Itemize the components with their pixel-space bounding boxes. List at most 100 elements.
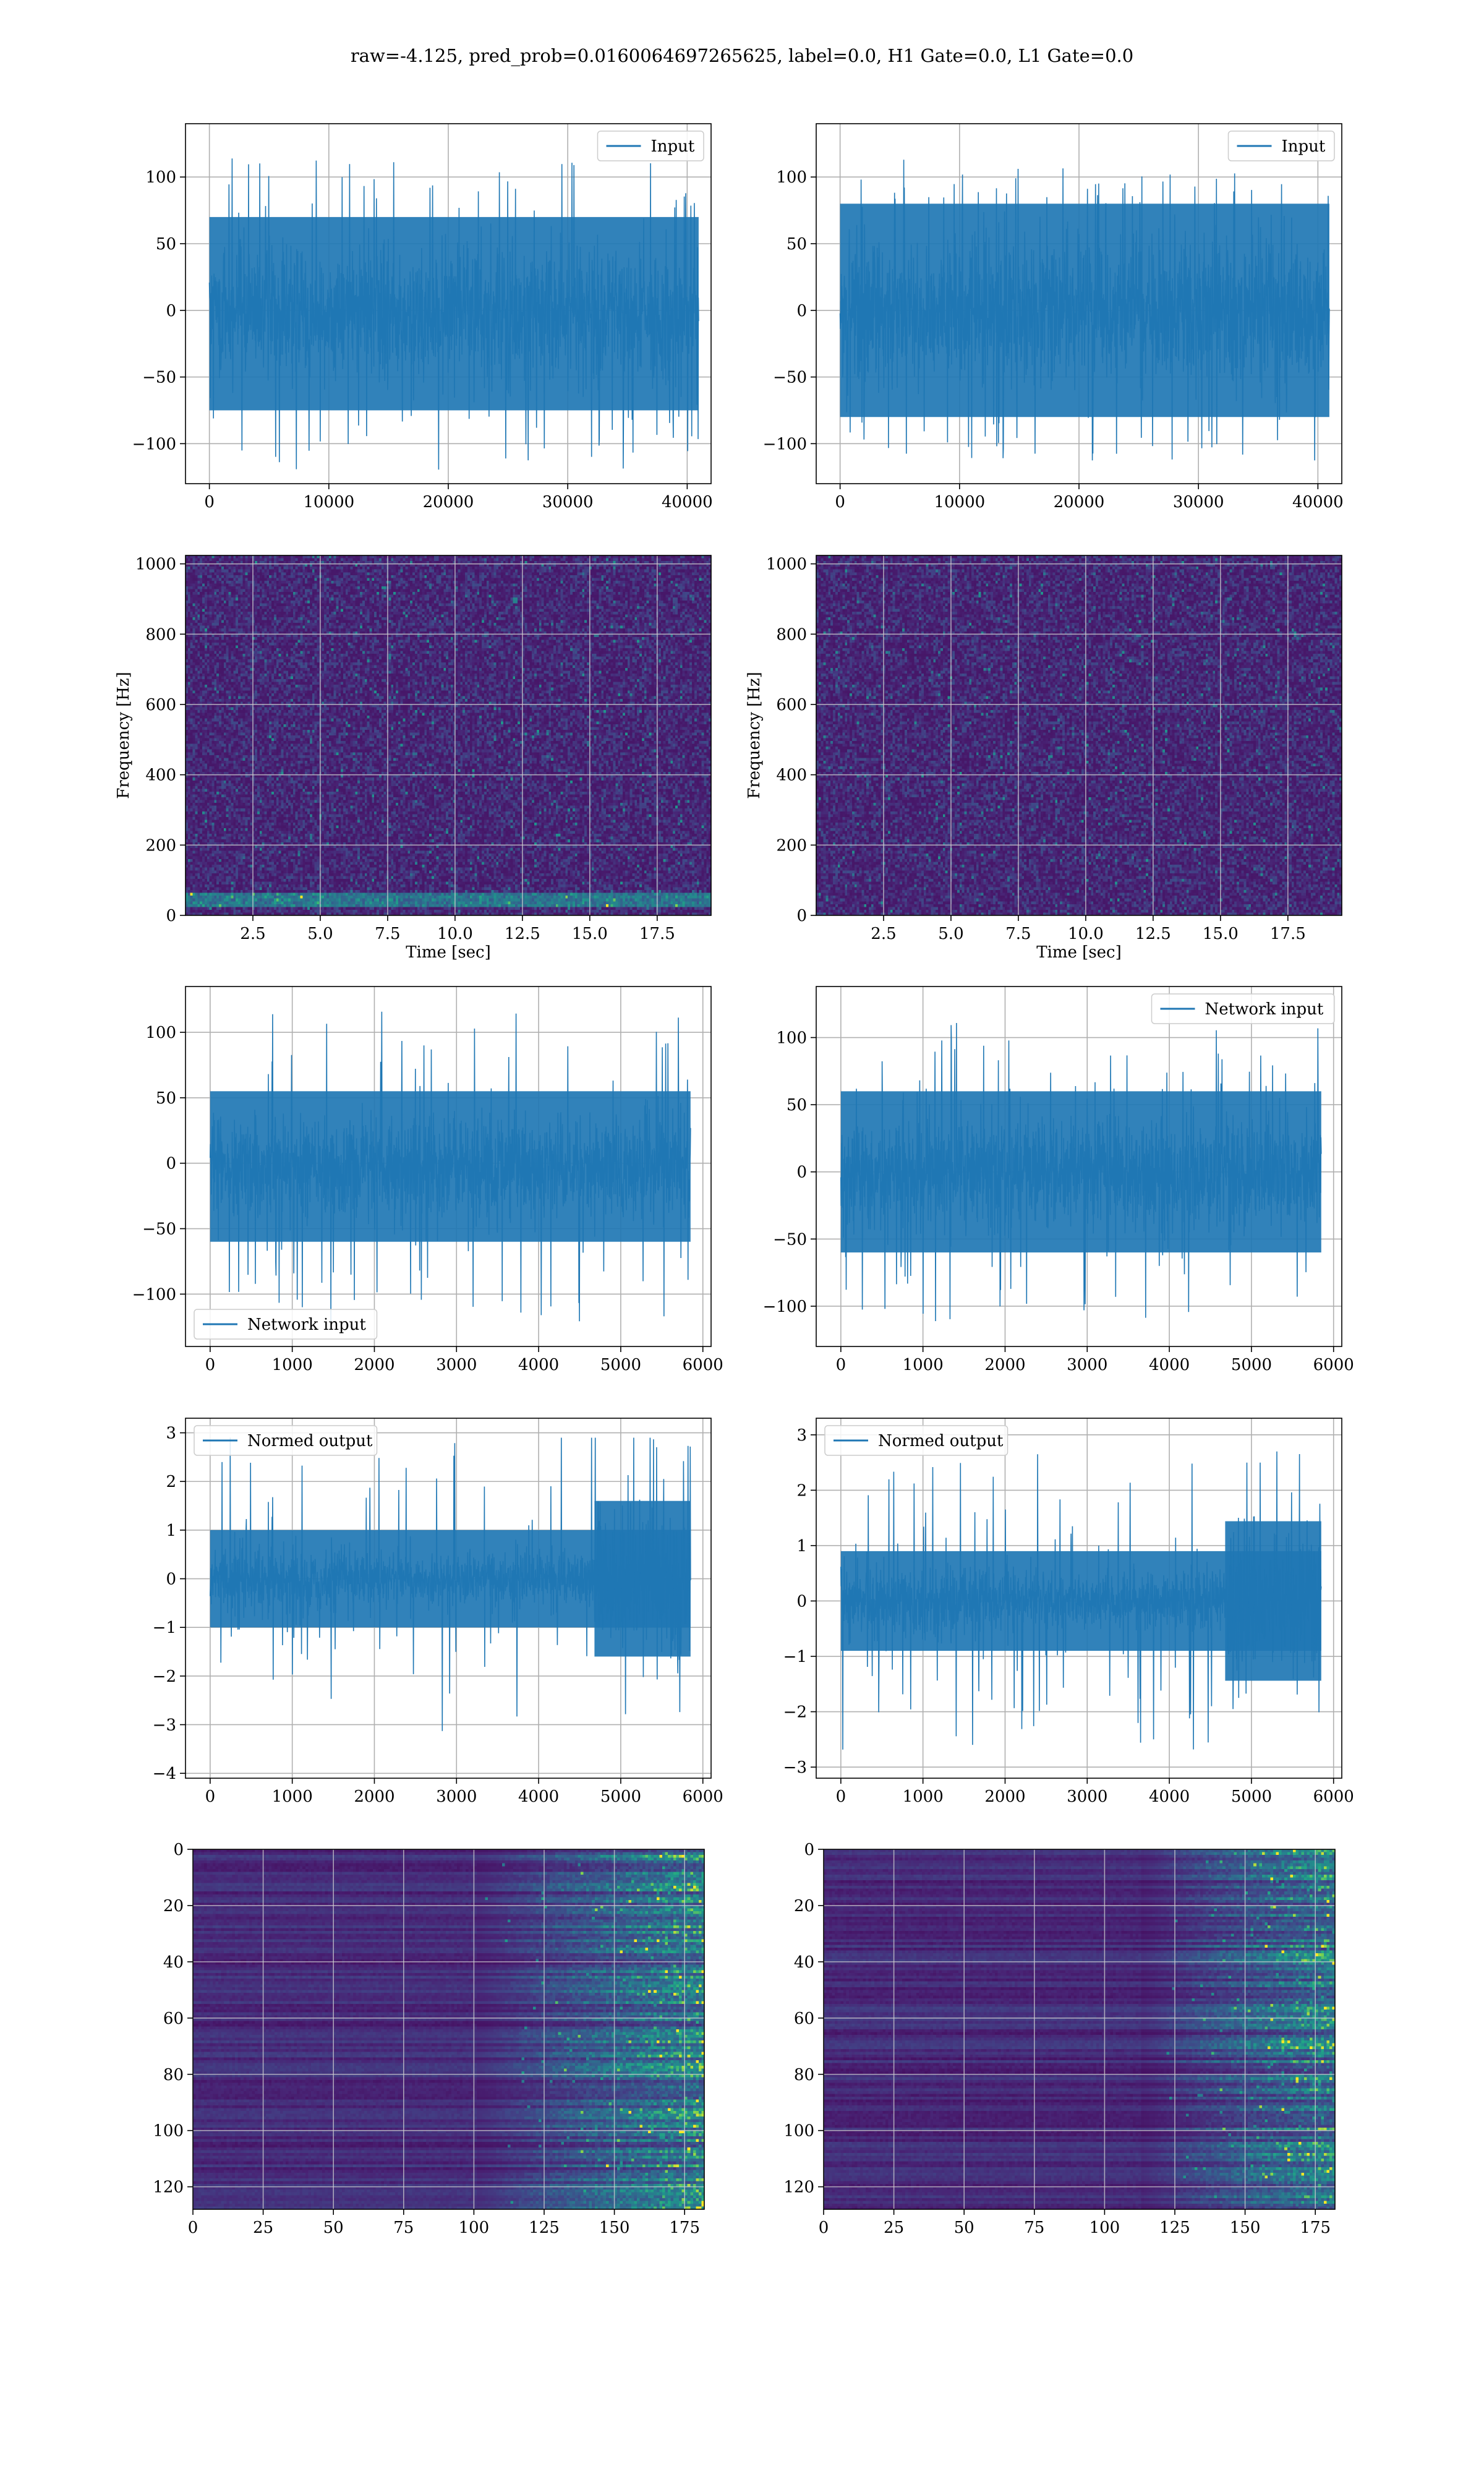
ts-normed-right-xtick-label: 5000	[1231, 1787, 1272, 1806]
ts-normed-left-ytick-label: 1	[166, 1522, 176, 1540]
ts-input-left-xtick-label: 0	[204, 493, 215, 511]
ts-input-right-xtick-label: 20000	[1054, 493, 1105, 511]
spectrogram-right-raster	[816, 555, 1342, 915]
features-left-xtick-label: 25	[253, 2219, 273, 2237]
features-right: 0 25 50 75 100 125 150 175 0 20 40 60 80 100 120	[783, 1841, 1336, 2237]
features-right-xtick-label: 150	[1230, 2219, 1261, 2237]
figure-suptitle: raw=-4.125, pred_prob=0.0160064697265625…	[351, 45, 1133, 67]
features-right-frame	[823, 1849, 1336, 2210]
ts-network-left-xtick-label: 6000	[683, 1356, 723, 1374]
features-right-ytick-label: 20	[794, 1897, 814, 1915]
spectrogram-right-xtick-label: 7.5	[1005, 925, 1031, 943]
ts-network-left: 0 1000 2000 3000 4000 5000 6000 −100 −50 0 50 100 Ne…	[132, 986, 723, 1374]
spectrogram-left-ytick-label: 200	[145, 836, 176, 855]
spectrogram-right: 2.5 5.0 7.5 10.0 12.5 15.0 17.5 0 200 400 600 800 10…	[745, 555, 1342, 962]
ts-normed-left-legend: Normed output	[194, 1425, 378, 1456]
spectrogram-right-xtick-label: 17.5	[1270, 925, 1306, 943]
spectrogram-left-xtick-label: 7.5	[375, 925, 400, 943]
spectrogram-right-ytick-label: 800	[776, 625, 807, 644]
spectrogram-right-xtick-label: 15.0	[1203, 925, 1239, 943]
features-right-xtick-label: 175	[1300, 2219, 1331, 2237]
ts-input-right-ytick-label: −50	[773, 369, 807, 387]
ts-normed-right-ytick-label: 3	[796, 1426, 807, 1445]
spectrogram-left-xtick-label: 10.0	[437, 925, 473, 943]
ts-input-right-ytick-label: 0	[796, 302, 807, 320]
ts-network-left-xtick-label: 0	[205, 1356, 216, 1374]
ts-normed-right-legend-box	[824, 1425, 1009, 1456]
spectrogram-right-ytick-label: 1000	[766, 555, 807, 574]
features-right-raster	[824, 1849, 1335, 2209]
spectrogram-left-ytick-label: 400	[145, 766, 176, 785]
ts-network-left-xtick-label: 4000	[518, 1356, 559, 1374]
features-left-xtick-label: 0	[188, 2219, 198, 2237]
features-right-ytick-label: 60	[794, 2010, 814, 2028]
spectrogram-left-raster	[186, 555, 711, 915]
ts-normed-right-legend: Normed output	[824, 1425, 1009, 1456]
ts-input-left-ytick-label: 100	[145, 168, 176, 187]
ts-network-right-xtick-label: 2000	[984, 1356, 1025, 1374]
features-right-ytick-label: 0	[804, 1841, 814, 1859]
ts-network-right-ytick-label: 100	[776, 1029, 807, 1048]
ts-normed-right-xtick-label: 2000	[984, 1787, 1025, 1806]
ts-normed-right: 0 1000 2000 3000 4000 5000 6000 −3 −2 −1 0 1 2 3 Norme…	[783, 1418, 1354, 1806]
spectrogram-right-xtick-label: 2.5	[871, 925, 896, 943]
ts-input-right-ytick-label: 100	[776, 168, 807, 187]
ts-network-right-ytick-label: 0	[796, 1163, 807, 1182]
ts-input-left-legend-box	[597, 131, 704, 161]
spectrogram-left-ylabel: Frequency [Hz]	[114, 672, 133, 799]
spectrogram-right-xlabel: Time [sec]	[1036, 943, 1122, 962]
ts-input-right-series-line	[839, 160, 1330, 461]
ts-input-left-legend: Input	[597, 131, 704, 161]
spectrogram-right-ytick-label: 200	[776, 836, 807, 855]
ts-normed-right-ytick-label: −2	[783, 1703, 807, 1722]
features-left-xtick-label: 150	[599, 2219, 630, 2237]
ts-normed-left-legend-box	[194, 1425, 378, 1456]
ts-input-right-xtick-label: 40000	[1292, 493, 1344, 511]
ts-normed-right-ytick-label: −3	[783, 1758, 807, 1777]
features-left-ytick-label: 80	[163, 2066, 184, 2084]
ts-normed-left-xtick-label: 3000	[436, 1787, 477, 1806]
spectrogram-left-ytick-label: 600	[145, 696, 176, 714]
features-left-ytick-label: 100	[153, 2122, 184, 2141]
ts-input-left-legend-label: Input	[651, 137, 695, 156]
features-left-xtick-label: 175	[669, 2219, 700, 2237]
spectrogram-left-xtick-label: 15.0	[572, 925, 608, 943]
ts-normed-left-ytick-label: −1	[153, 1619, 176, 1637]
features-right-xtick-label: 100	[1090, 2219, 1120, 2237]
ts-normed-right-legend-label: Normed output	[878, 1432, 1004, 1450]
ts-network-right-xtick-label: 1000	[903, 1356, 944, 1374]
ts-normed-left-xtick-label: 6000	[683, 1787, 723, 1806]
ts-input-right-xtick-label: 10000	[934, 493, 985, 511]
features-left-xtick-label: 125	[529, 2219, 560, 2237]
ts-input-left-ytick-label: 0	[166, 302, 176, 320]
spectrogram-right-ylabel: Frequency [Hz]	[745, 672, 764, 799]
spectrogram-right-xtick-label: 5.0	[938, 925, 963, 943]
ts-network-left-ytick-label: 0	[166, 1155, 176, 1173]
spectrogram-left-frame	[185, 555, 712, 916]
features-left-xtick-label: 100	[459, 2219, 490, 2237]
features-left-xtick-label: 50	[323, 2219, 344, 2237]
spectrogram-right-ytick-label: 0	[796, 907, 807, 925]
ts-input-right: 0 10000 20000 30000 40000 −100 −50 0 50 100 Input	[763, 123, 1344, 511]
ts-input-left-ytick-label: −100	[132, 435, 176, 453]
spectrogram-right-xtick-label: 10.0	[1068, 925, 1104, 943]
ts-normed-left-xtick-label: 1000	[272, 1787, 313, 1806]
ts-network-right-ytick-label: −50	[773, 1230, 807, 1249]
ts-input-right-xtick-label: 0	[835, 493, 845, 511]
features-right-xtick-label: 75	[1024, 2219, 1044, 2237]
ts-network-left-ytick-label: −50	[142, 1220, 176, 1239]
ts-normed-left-ytick-label: 2	[166, 1473, 176, 1491]
features-right-ytick-label: 80	[794, 2066, 814, 2084]
ts-input-left-xtick-label: 10000	[303, 493, 354, 511]
ts-normed-right-xtick-label: 6000	[1313, 1787, 1354, 1806]
ts-network-right-xtick-label: 5000	[1231, 1356, 1272, 1374]
ts-network-right-ytick-label: 50	[787, 1096, 807, 1115]
ts-network-left-xtick-label: 2000	[354, 1356, 394, 1374]
features-left: 0 25 50 75 100 125 150 175 0 20 40 60 80 100 120	[153, 1841, 705, 2237]
ts-network-left-frame	[185, 986, 712, 1347]
ts-normed-right-ytick-label: 0	[796, 1592, 807, 1611]
features-right-xtick-label: 0	[819, 2219, 829, 2237]
ts-input-right-legend-label: Input	[1282, 137, 1326, 156]
spectrogram-left-ytick-label: 1000	[135, 555, 176, 574]
